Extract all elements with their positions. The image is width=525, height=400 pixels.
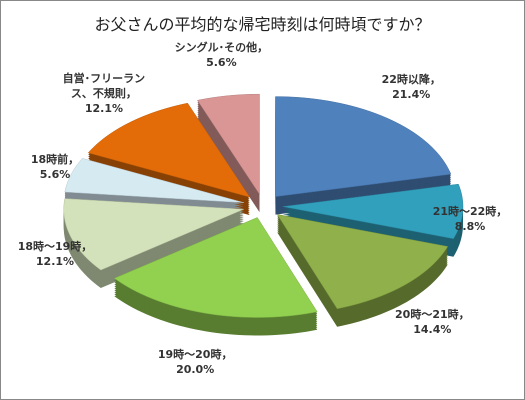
- data-label: 19時～20時， 20.0%: [143, 347, 247, 377]
- data-label: 自営･フリーランス、不規則， 12.1%: [52, 71, 156, 116]
- category-label: 18時前，: [30, 152, 80, 166]
- slice: [282, 183, 464, 239]
- chart-title: お父さんの平均的な帰宅時刻は何時頃ですか？: [94, 15, 431, 34]
- value-label: 5.6%: [39, 167, 71, 181]
- slice: [275, 96, 452, 197]
- category-label: 20時～21時，: [395, 308, 470, 322]
- category-label: 自営･フリーランス、不規則，: [62, 71, 146, 100]
- value-label: 20.0%: [176, 363, 215, 377]
- slice: [87, 102, 251, 198]
- slice: [197, 93, 260, 196]
- slice: [64, 158, 244, 203]
- slice: [276, 214, 449, 310]
- category-label: シングル･その他，: [174, 41, 269, 55]
- category-label: 18時～19時，: [17, 239, 93, 253]
- data-label: シングル･その他， 5.6%: [169, 40, 273, 70]
- value-label: 12.1%: [84, 101, 123, 115]
- data-label: 20時～21時， 14.4%: [380, 307, 484, 337]
- data-label: 22時以降， 21.4%: [359, 72, 463, 102]
- data-label: 21時～22時， 8.8%: [418, 204, 522, 234]
- data-label: 18時～19時， 12.1%: [3, 239, 107, 269]
- value-label: 8.8%: [454, 219, 486, 233]
- category-label: 19時～20時，: [157, 348, 233, 362]
- data-label: 18時前， 5.6%: [3, 152, 107, 182]
- value-label: 5.6%: [206, 56, 237, 70]
- category-label: 21時～22時，: [432, 204, 508, 218]
- value-label: 21.4%: [392, 88, 431, 102]
- value-label: 12.1%: [35, 254, 75, 268]
- slice: [113, 217, 318, 318]
- slice: [63, 198, 244, 271]
- category-label: 22時以降，: [381, 73, 441, 87]
- value-label: 14.4%: [413, 323, 452, 337]
